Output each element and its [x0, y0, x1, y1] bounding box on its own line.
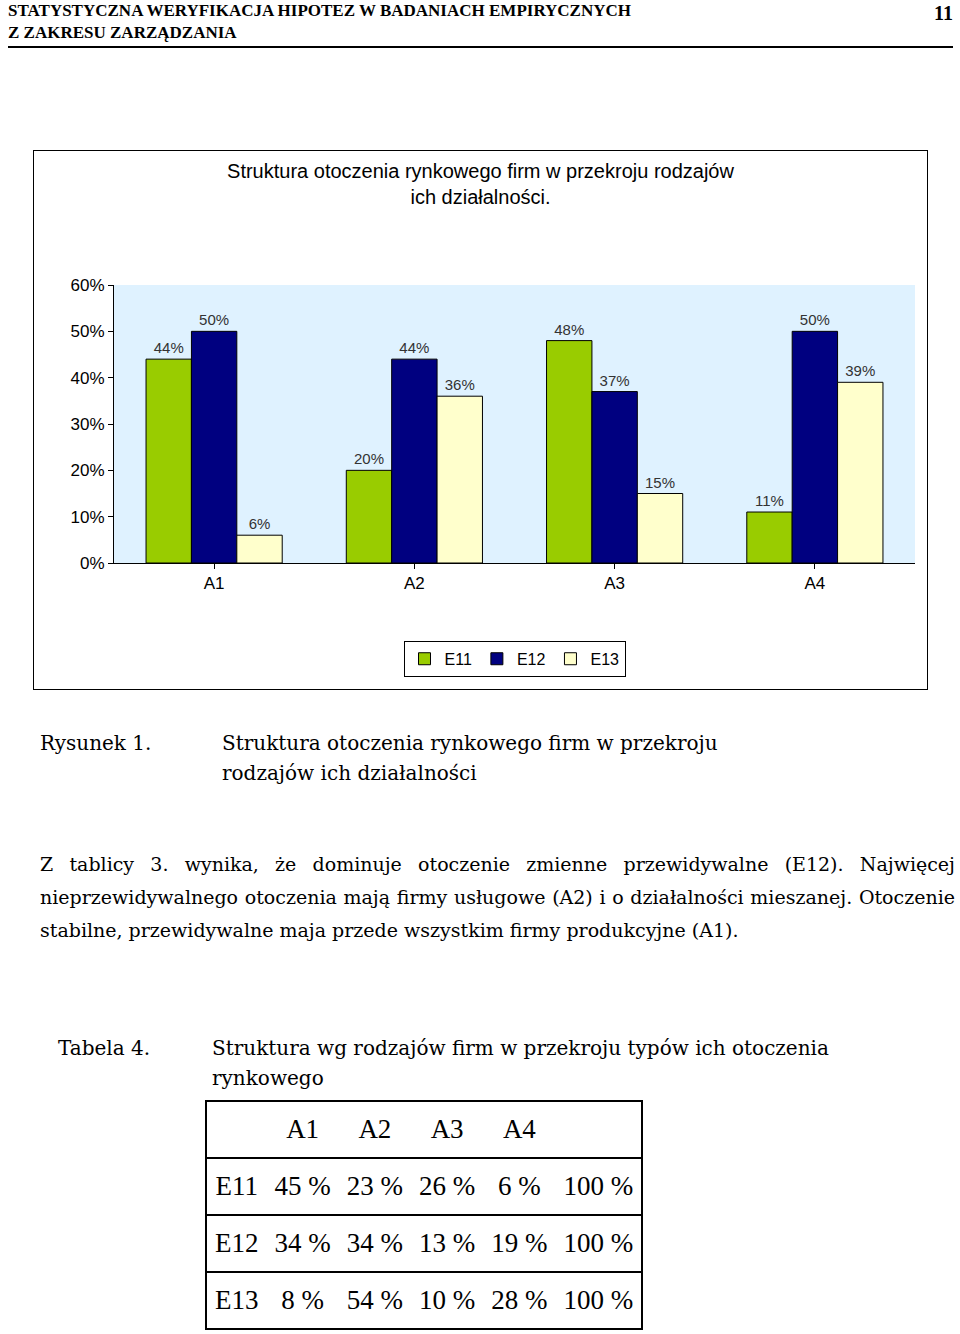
svg-text:48%: 48%: [554, 321, 584, 338]
html-text:E13: E13: [215, 1285, 259, 1315]
svg-text:A3: A3: [604, 574, 625, 593]
html-text:Z ZAKRESU ZARZĄDZANIA: Z ZAKRESU ZARZĄDZANIA: [8, 23, 237, 42]
html-text:13 %: 13 %: [419, 1228, 476, 1258]
svg-text:E12: E12: [517, 651, 546, 668]
html-text:E11: E11: [215, 1171, 258, 1201]
html-text:Rysunek 1.: Rysunek 1.: [40, 731, 152, 755]
html-text:34 %: 34 %: [346, 1228, 403, 1258]
html-text:Tabela 4.: Tabela 4.: [58, 1036, 151, 1060]
html-text:STATYSTYCZNA WERYFIKACJA HIPOT: STATYSTYCZNA WERYFIKACJA HIPOTEZ W BADAN…: [8, 1, 631, 20]
svg-text:50%: 50%: [71, 322, 105, 341]
html-text:54 %: 54 %: [346, 1285, 403, 1315]
svg-text:Struktura otoczenia rynkowego: Struktura otoczenia rynkowego firm w prz…: [227, 160, 734, 208]
svg-text:15%: 15%: [645, 474, 675, 491]
html-text:Struktura wg rodzajów firm w p: Struktura wg rodzajów firm w przekroju t…: [212, 1036, 829, 1090]
svg-text:10%: 10%: [71, 508, 105, 527]
html-text:6 %: 6 %: [498, 1171, 541, 1201]
svg-text:E11: E11: [445, 651, 472, 668]
html-text:28 %: 28 %: [491, 1285, 548, 1315]
html-text:23 %: 23 %: [346, 1171, 403, 1201]
html-text:Struktura otoczenia rynkowego: Struktura otoczenia rynkowego firm w prz…: [222, 731, 718, 785]
html-text:8 %: 8 %: [281, 1285, 324, 1315]
svg-text:E13: E13: [590, 651, 619, 668]
html-text:E12: E12: [215, 1228, 259, 1258]
svg-text:39%: 39%: [845, 362, 875, 379]
svg-text:20%: 20%: [71, 461, 105, 480]
html-text:100 %: 100 %: [563, 1171, 634, 1201]
svg-text:44%: 44%: [154, 339, 184, 356]
html-text:11: 11: [934, 2, 953, 24]
html-text:34 %: 34 %: [274, 1228, 331, 1258]
svg-text:A2: A2: [404, 574, 425, 593]
html-text:100 %: 100 %: [563, 1285, 634, 1315]
html-text:45 %: 45 %: [274, 1171, 331, 1201]
svg-text:A4: A4: [804, 574, 825, 593]
html-text:10 %: 10 %: [419, 1285, 476, 1315]
html-text:19 %: 19 %: [491, 1228, 548, 1258]
svg-text:6%: 6%: [249, 515, 271, 532]
svg-text:44%: 44%: [399, 339, 429, 356]
html-text:A1: A1: [286, 1114, 320, 1144]
svg-text:36%: 36%: [445, 376, 475, 393]
html-text:A2: A2: [358, 1114, 392, 1144]
svg-text:20%: 20%: [354, 450, 384, 467]
svg-text:50%: 50%: [800, 311, 830, 328]
html-text:A4: A4: [502, 1114, 536, 1144]
html-text:26 %: 26 %: [419, 1171, 476, 1201]
html-text:Z tablicy 3. wynika, że dominu: Z tablicy 3. wynika, że dominuje otoczen…: [40, 853, 955, 941]
svg-text:60%: 60%: [71, 276, 105, 295]
svg-text:11%: 11%: [755, 492, 784, 509]
svg-text:50%: 50%: [199, 311, 229, 328]
svg-text:37%: 37%: [600, 372, 630, 389]
svg-text:30%: 30%: [71, 415, 105, 434]
svg-text:40%: 40%: [71, 369, 105, 388]
html-text:100 %: 100 %: [563, 1228, 634, 1258]
svg-text:0%: 0%: [80, 554, 105, 573]
svg-text:A1: A1: [204, 574, 225, 593]
html-text:A3: A3: [430, 1114, 464, 1144]
